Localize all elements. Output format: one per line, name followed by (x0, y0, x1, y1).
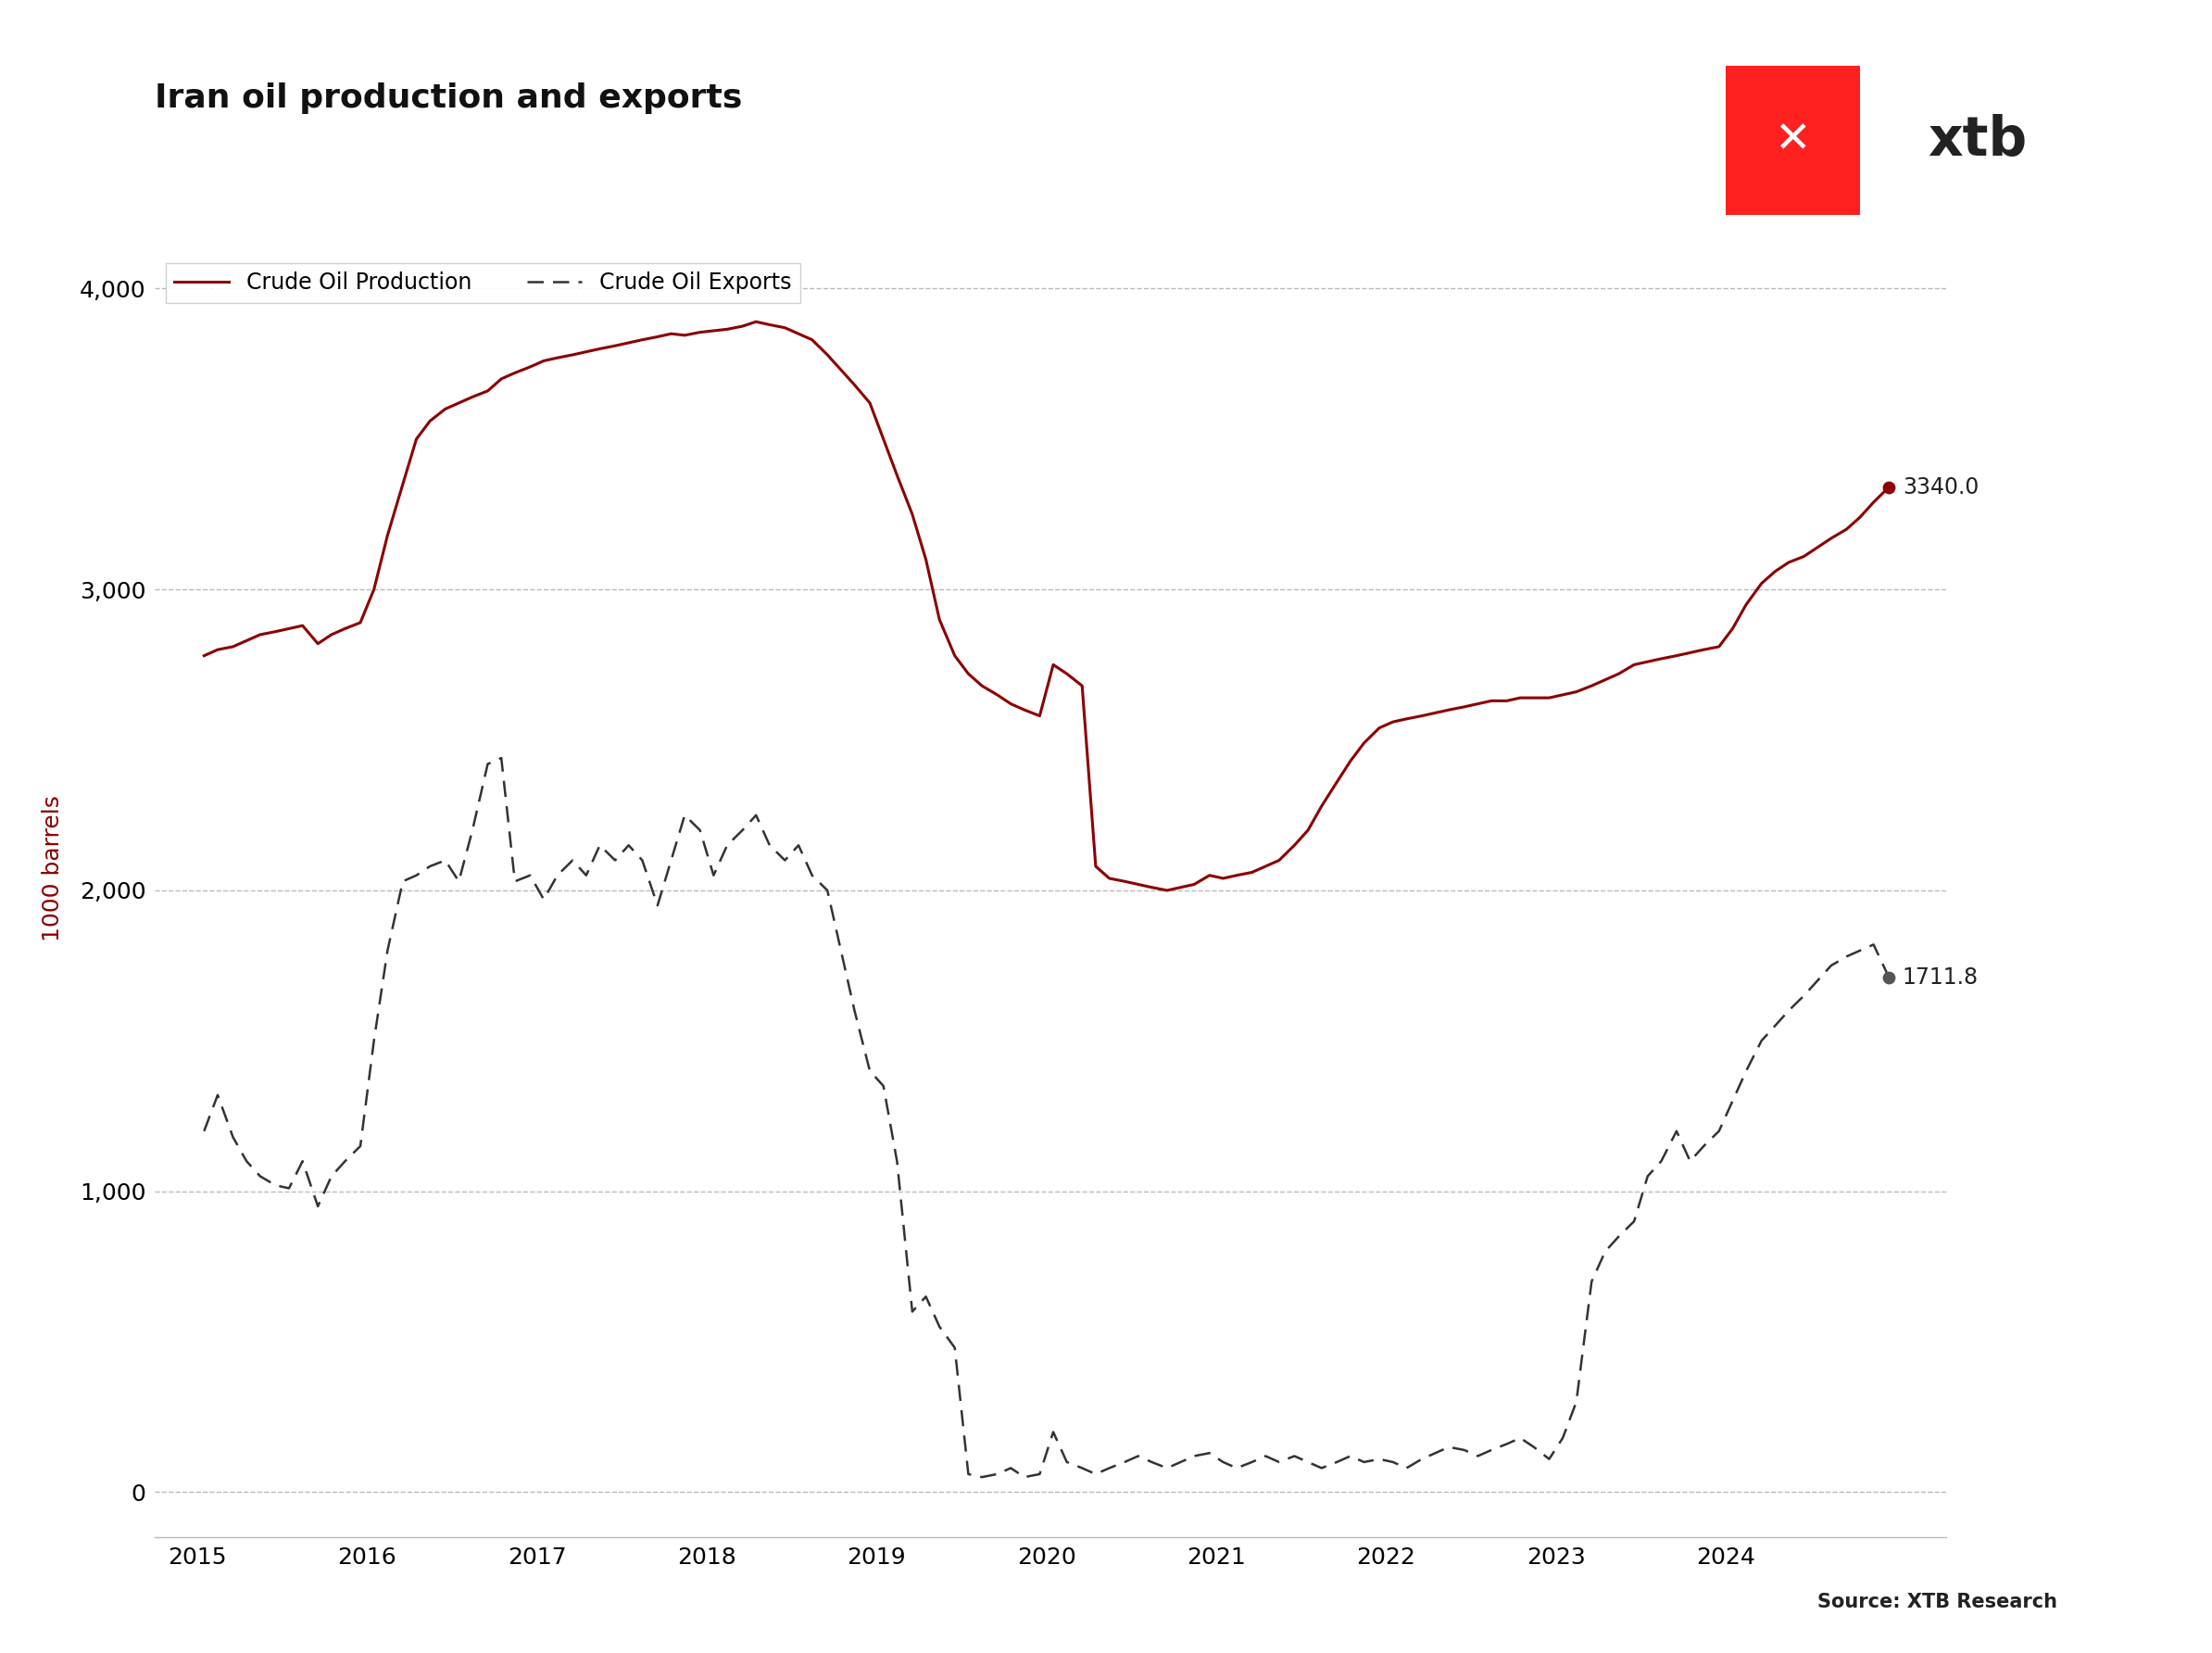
Point (1871, 964, 1907, 990)
Text: 3340.0: 3340.0 (1902, 476, 1980, 498)
Text: xtb: xtb (1929, 114, 2026, 167)
Legend: Crude Oil Production, Crude Oil Exports: Crude Oil Production, Crude Oil Exports (166, 263, 801, 302)
Y-axis label: 1000 barrels: 1000 barrels (42, 795, 64, 941)
Text: Source: XTB Research: Source: XTB Research (1818, 1593, 2057, 1612)
FancyBboxPatch shape (1725, 66, 1860, 215)
Text: Iran oil production and exports: Iran oil production and exports (155, 83, 743, 114)
Text: 1711.8: 1711.8 (1902, 965, 1978, 988)
Text: ✕: ✕ (1774, 119, 1812, 162)
Point (1871, 474, 1907, 501)
